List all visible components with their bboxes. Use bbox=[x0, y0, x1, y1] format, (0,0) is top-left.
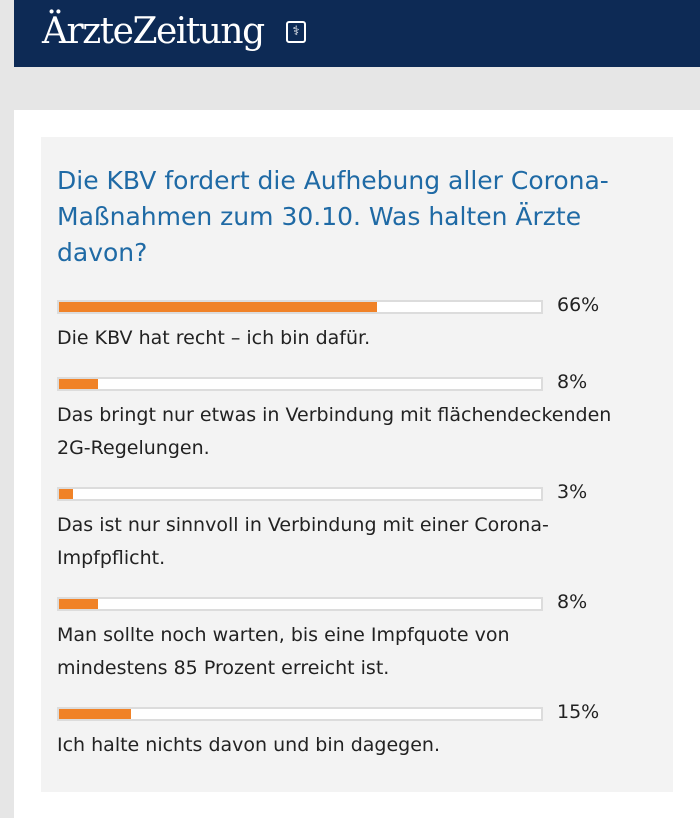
result-bar-track bbox=[57, 597, 543, 611]
result-percent: 66% bbox=[557, 294, 600, 316]
poll-question: Die KBV fordert die Aufhebung aller Coro… bbox=[57, 166, 609, 267]
option-label: Das bringt nur etwas in Verbindung mit f… bbox=[57, 404, 612, 459]
site-header: ÄrzteZeitung ⚕ bbox=[14, 0, 700, 67]
option-label: Das ist nur sinnvoll in Verbindung mit e… bbox=[57, 514, 549, 569]
result-bar-track bbox=[57, 377, 543, 391]
result-percent: 15% bbox=[557, 701, 600, 723]
option-label: Man sollte noch warten, bis eine Impfquo… bbox=[57, 624, 510, 679]
result-percent: 3% bbox=[557, 481, 588, 503]
result-bar-track bbox=[57, 300, 543, 314]
site-logo[interactable]: ÄrzteZeitung bbox=[42, 11, 265, 52]
option-label: Ich halte nichts davon und bin dagegen. bbox=[57, 734, 441, 756]
result-percent: 8% bbox=[557, 371, 588, 393]
result-percent: 8% bbox=[557, 591, 588, 613]
caduceus-icon: ⚕ bbox=[286, 21, 306, 43]
result-bar-fill bbox=[59, 379, 98, 389]
result-bar-fill bbox=[59, 599, 98, 609]
result-bar-fill bbox=[59, 302, 377, 312]
result-bar-track bbox=[57, 707, 543, 721]
option-label: Die KBV hat recht – ich bin dafür. bbox=[57, 327, 371, 349]
poll-widget: Die KBV fordert die Aufhebung aller Coro… bbox=[41, 137, 673, 792]
result-bar-track bbox=[57, 487, 543, 501]
content-card: Die KBV fordert die Aufhebung aller Coro… bbox=[14, 110, 700, 818]
result-bar-fill bbox=[59, 489, 73, 499]
result-bar-fill bbox=[59, 709, 131, 719]
